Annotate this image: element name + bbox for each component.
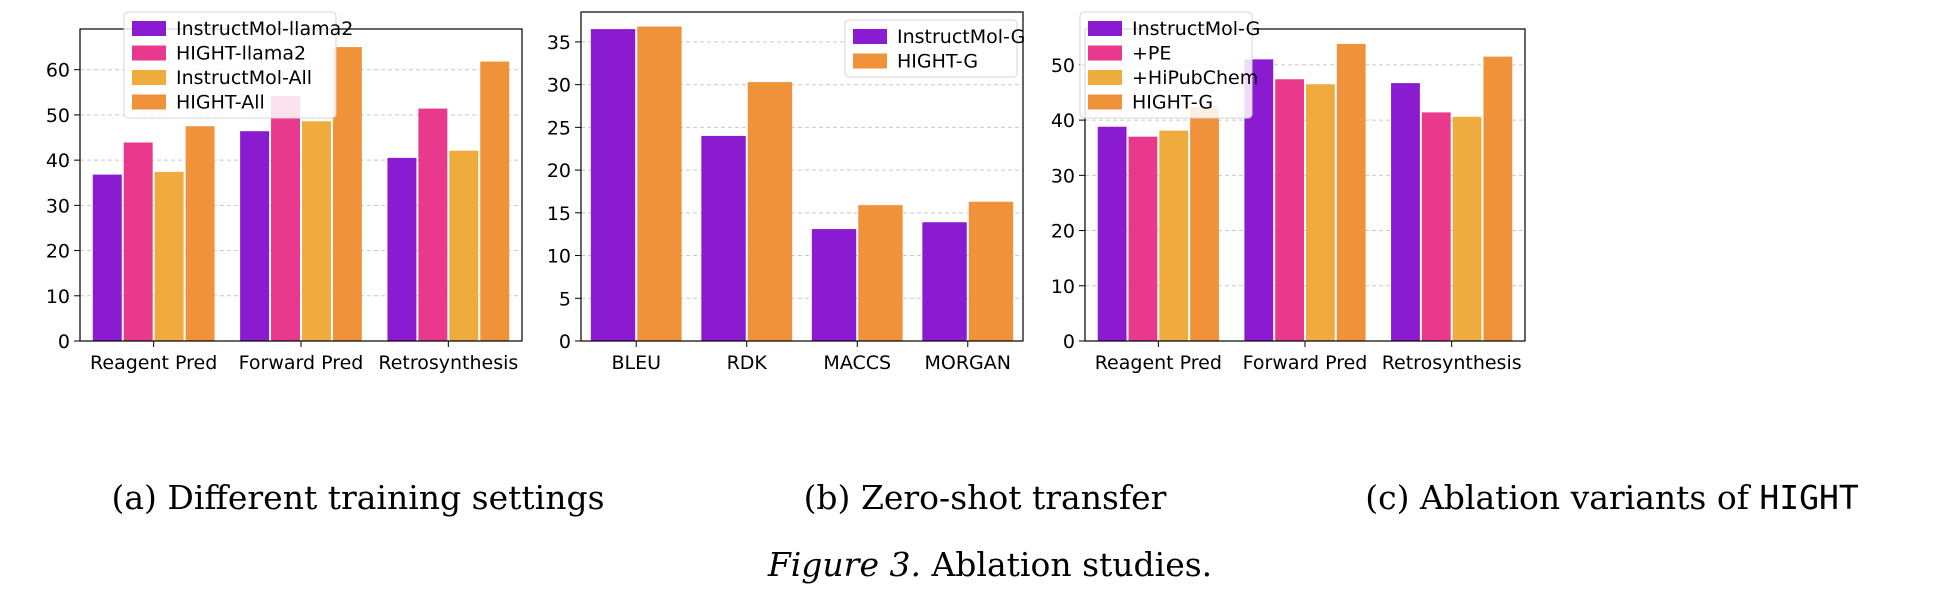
panel-b-ytick-label: 35 (547, 32, 571, 54)
panel-c-bar-hipubchem-forward-pred (1306, 84, 1335, 341)
panel-c-xtick-label: Reagent Pred (1095, 352, 1222, 374)
panel-b-bar-hight-g-maccs (858, 205, 903, 341)
panel-a-bar-instructmol-llama2-forward-pred (240, 131, 270, 341)
panel-c-xtick-label: Retrosynthesis (1382, 352, 1522, 374)
panel-c-ytick-label: 20 (1051, 221, 1075, 243)
panel-a-bar-hight-all-retrosynthesis (480, 61, 510, 342)
panel-c-legend-swatch-hight-g (1088, 94, 1122, 110)
panel-c-bar-hight-g-retrosynthesis (1483, 56, 1513, 341)
panel-b-bar-hight-g-bleu (637, 26, 682, 341)
panel-a-bar-instructmol-all-retrosynthesis (449, 150, 479, 341)
panel-a-ytick-label: 50 (46, 105, 70, 127)
panel-c-ytick-label: 0 (1063, 331, 1075, 353)
panel-c-bar-hight-g-reagent-pred (1190, 106, 1219, 342)
panel-c-legend-label-hipubchem: +HiPubChem (1132, 67, 1258, 89)
panel-c-ytick-label: 30 (1051, 165, 1075, 187)
panel-a-bar-hight-all-reagent-pred (185, 126, 215, 341)
panel-b-xtick-label: RDK (727, 352, 768, 374)
panel-b-xtick-label: MACCS (823, 352, 891, 374)
panel-b-bar-hight-g-rdk (747, 82, 793, 341)
panel-a-xtick-label: Reagent Pred (90, 352, 217, 374)
panel-a-caption: (a) Different training settings (111, 478, 604, 517)
panel-c-legend-label-pe: +PE (1132, 43, 1171, 65)
panel-c-legend-label-hight-g: HIGHT-G (1132, 92, 1213, 114)
panel-b-bar-instructmol-g-morgan (922, 222, 967, 341)
panel-b-legend-label-hight-g: HIGHT-G (897, 51, 978, 73)
figure-caption: Figure 3. Ablation studies. (767, 545, 1212, 584)
panel-b-ytick-label: 30 (547, 75, 571, 97)
panel-b-legend-swatch-instructmol-g (853, 29, 887, 44)
panel-c-ytick-label: 40 (1051, 110, 1075, 132)
panel-c-bar-instructmol-g-reagent-pred (1097, 126, 1127, 341)
panel-a-ytick-label: 10 (46, 286, 70, 308)
panel-a-bar-instructmol-llama2-retrosynthesis (387, 157, 417, 341)
panel-a-legend-swatch-instructmol-all (132, 70, 166, 85)
panel-c-legend-swatch-hipubchem (1088, 70, 1122, 85)
panel-b-bar-instructmol-g-maccs (811, 229, 857, 341)
panel-a-bar-hight-llama2-forward-pred (271, 95, 300, 341)
panel-b-chart: 0 5 10 15 20 25 30 35 BLEU RDK MACCS MORGAN Instruct… (547, 11, 1025, 374)
panel-b-ytick-label: 25 (547, 117, 571, 139)
panel-c-axes-frame (1084, 28, 1526, 342)
panel-b-legend-label-instructmol-g: InstructMol-G (897, 26, 1025, 48)
panel-c-bar-pe-reagent-pred (1128, 136, 1158, 341)
panel-b-xtick-label: BLEU (611, 352, 661, 374)
hight-mono-label: HIGHT (1759, 478, 1858, 517)
panel-a-legend-label-instructmol-llama2: InstructMol-llama2 (176, 18, 353, 40)
panel-b-ytick-label: 0 (559, 331, 571, 353)
panel-a-chart: 0 10 20 30 40 50 60 Reagent Pred Forward Pred Ret… (46, 11, 523, 374)
panel-a-legend-swatch-hight-all (132, 94, 166, 110)
panel-b-ytick-label: 15 (547, 203, 571, 225)
panel-c-bar-hipubchem-retrosynthesis (1452, 116, 1482, 341)
panel-a-ytick-label: 40 (46, 150, 70, 172)
panel-b-bar-instructmol-g-rdk (701, 135, 746, 341)
panel-c-legend-swatch-pe (1088, 45, 1122, 61)
panel-b-caption: (b) Zero-shot transfer (804, 478, 1167, 517)
panel-c-bar-pe-forward-pred (1275, 79, 1304, 341)
panel-c-legend-swatch-instructmol-g (1088, 21, 1122, 36)
panel-a-legend-swatch-hight-llama2 (132, 45, 166, 61)
panel-b-xtick-label: MORGAN (925, 352, 1011, 374)
panel-c-bar-instructmol-g-retrosynthesis (1391, 83, 1420, 341)
panel-b-ytick-label: 5 (559, 288, 571, 310)
panel-a-bar-instructmol-all-forward-pred (302, 121, 331, 342)
panel-a-bar-instructmol-all-reagent-pred (154, 171, 184, 341)
panel-b-ytick-label: 10 (547, 246, 571, 268)
panel-a-xtick-label: Forward Pred (239, 352, 364, 374)
panel-a-ytick-label: 20 (46, 241, 70, 263)
panel-b-legend-swatch-hight-g (853, 53, 887, 69)
panel-a-bar-hight-llama2-retrosynthesis (418, 108, 448, 341)
panel-b-axes-frame (580, 11, 1024, 342)
panel-c-xtick-label: Forward Pred (1243, 352, 1368, 374)
panel-a-bar-hight-llama2-reagent-pred (123, 142, 153, 341)
panel-a-legend (123, 11, 337, 119)
panel-a-legend-label-instructmol-all: InstructMol-All (176, 67, 312, 89)
panel-c-caption: (c) Ablation variants of HIGHT (1365, 478, 1859, 517)
panel-c-bar-hipubchem-reagent-pred (1159, 130, 1189, 341)
panel-a-bar-hight-all-forward-pred (332, 47, 362, 342)
panel-a-ytick-label: 30 (46, 195, 70, 217)
panel-a-legend-label-hight-all: HIGHT-All (176, 92, 265, 114)
panel-b-bar-hight-g-morgan (968, 201, 1014, 341)
panel-c-ytick-label: 10 (1051, 276, 1075, 298)
panel-a-bar-instructmol-llama2-reagent-pred (92, 174, 122, 341)
panel-b-bar-instructmol-g-bleu (590, 29, 636, 341)
panel-a-xtick-label: Retrosynthesis (378, 352, 518, 374)
panel-a-ytick-label: 0 (58, 331, 70, 353)
panel-b-legend (844, 19, 1018, 78)
panel-c-ytick-label: 50 (1051, 55, 1075, 77)
panel-c-bar-hight-g-forward-pred (1336, 43, 1366, 342)
panel-c-bar-pe-retrosynthesis (1421, 112, 1451, 342)
panel-c-chart: 0 10 20 30 40 50 Reagent Pred Forward Pred Retro… (1051, 11, 1526, 374)
panel-a-legend-label-hight-llama2: HIGHT-llama2 (176, 43, 306, 65)
panel-a-ytick-label: 60 (46, 60, 70, 82)
panel-a-legend-swatch-instructmol-llama2 (132, 21, 166, 36)
panel-c-legend-label-instructmol-g: InstructMol-G (1132, 18, 1260, 40)
panel-b-ytick-label: 20 (547, 160, 571, 182)
panel-c-legend (1079, 11, 1253, 119)
